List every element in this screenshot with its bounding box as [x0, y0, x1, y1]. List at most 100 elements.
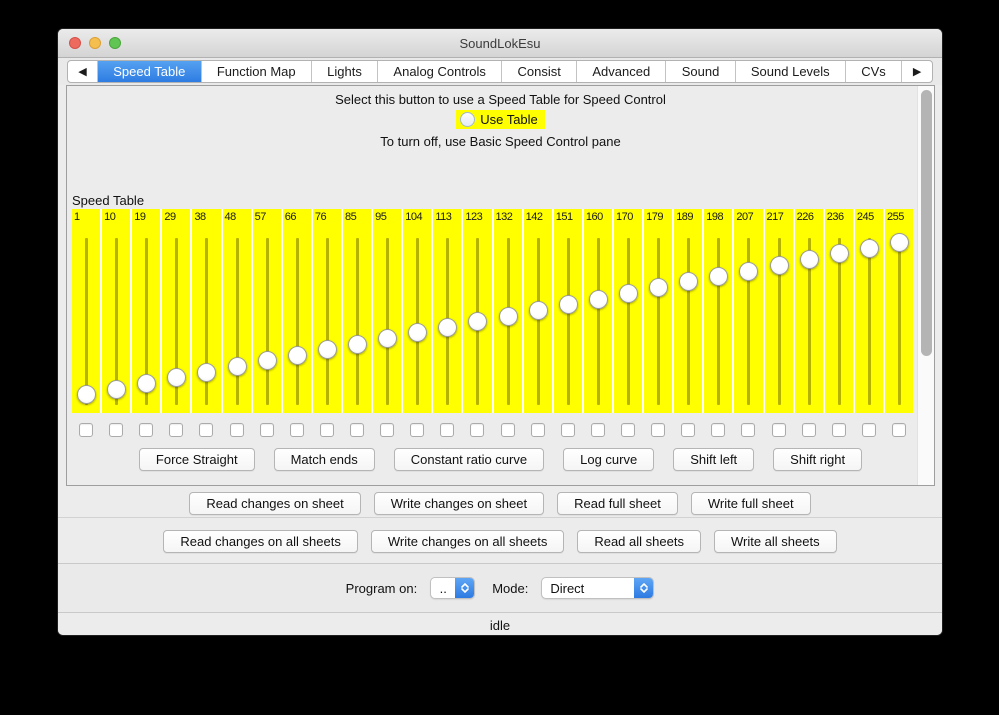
speed-point-checkbox[interactable]	[289, 423, 304, 437]
speed-point-checkbox[interactable]	[79, 423, 94, 437]
close-button[interactable]	[69, 37, 81, 49]
zoom-button[interactable]	[109, 37, 121, 49]
slider-knob[interactable]	[890, 233, 909, 252]
tab-function-map[interactable]: Function Map	[202, 61, 312, 82]
slider-knob[interactable]	[348, 335, 368, 354]
speed-point-checkbox[interactable]	[319, 423, 334, 437]
speed-point-checkbox[interactable]	[892, 423, 906, 437]
slider-knob[interactable]	[197, 363, 217, 382]
slider-knob[interactable]	[829, 244, 849, 263]
use-table-radio[interactable]	[460, 112, 476, 127]
slider-knob[interactable]	[649, 278, 669, 297]
speed-point-checkbox[interactable]	[681, 423, 696, 437]
slider-knob[interactable]	[77, 385, 97, 404]
shift-left-button[interactable]: Shift left	[673, 448, 755, 471]
write-changes-on-all-sheets-button[interactable]: Write changes on all sheets	[370, 529, 565, 553]
slider-knob[interactable]	[287, 346, 307, 365]
speed-point-checkbox[interactable]	[500, 423, 515, 437]
tab-cvs[interactable]: CVs	[846, 61, 903, 82]
speed-point-checkbox[interactable]	[199, 423, 214, 437]
speed-point-checkbox[interactable]	[801, 423, 816, 437]
vertical-scrollbar[interactable]	[917, 86, 934, 485]
slider-knob[interactable]	[137, 374, 157, 393]
speed-slider-column: 48	[222, 209, 251, 413]
match-ends-button[interactable]: Match ends	[273, 448, 375, 471]
slider-value-label: 170	[615, 211, 633, 223]
slider-knob[interactable]	[378, 329, 398, 348]
program-on-select[interactable]: ..	[430, 577, 476, 599]
write-full-sheet-button[interactable]: Write full sheet	[690, 491, 811, 515]
tab-lights[interactable]: Lights	[312, 61, 379, 82]
slider-knob[interactable]	[619, 284, 639, 303]
slider-value-label: 236	[826, 211, 844, 223]
tab-advanced[interactable]: Advanced	[577, 61, 667, 82]
slider-knob[interactable]	[769, 256, 789, 275]
read-changes-on-all-sheets-button[interactable]: Read changes on all sheets	[163, 529, 358, 553]
speed-point-checkbox[interactable]	[440, 423, 455, 437]
force-straight-button[interactable]: Force Straight	[138, 448, 255, 471]
speed-point-checkbox[interactable]	[139, 423, 154, 437]
speed-point-checkbox[interactable]	[109, 423, 124, 437]
speed-point-checkbox[interactable]	[229, 423, 244, 437]
slider-knob[interactable]	[438, 318, 458, 337]
instruction-top: Select this button to use a Speed Table …	[335, 92, 666, 107]
tab-sound-levels[interactable]: Sound Levels	[736, 61, 846, 82]
slider-knob[interactable]	[739, 262, 759, 281]
slider-knob[interactable]	[528, 301, 548, 320]
slider-knob[interactable]	[859, 239, 879, 258]
speed-point-checkbox[interactable]	[861, 423, 876, 437]
speed-slider-column: 57	[252, 209, 281, 413]
speed-point-checkbox[interactable]	[530, 423, 545, 437]
slider-value-label: 10	[104, 211, 116, 223]
tab-speed-table[interactable]: Speed Table	[98, 61, 202, 82]
shift-right-button[interactable]: Shift right	[773, 448, 863, 471]
speed-point-checkbox[interactable]	[380, 423, 395, 437]
speed-point-checkbox[interactable]	[831, 423, 846, 437]
speed-point-checkbox[interactable]	[410, 423, 425, 437]
slider-knob[interactable]	[257, 351, 277, 370]
checkbox-cell	[313, 419, 341, 441]
speed-point-checkbox[interactable]	[651, 423, 666, 437]
minimize-button[interactable]	[89, 37, 101, 49]
slider-value-label: 66	[284, 211, 297, 223]
slider-knob[interactable]	[709, 267, 729, 286]
tab-analog-controls[interactable]: Analog Controls	[378, 61, 503, 82]
write-all-sheets-button[interactable]: Write all sheets	[713, 529, 837, 553]
slider-knob[interactable]	[799, 250, 819, 269]
slider-knob[interactable]	[317, 340, 337, 359]
tab-scroll-right-icon[interactable]: ▶	[912, 66, 922, 78]
speed-point-checkbox[interactable]	[590, 423, 605, 437]
tab-sound[interactable]: Sound	[666, 61, 736, 82]
slider-knob[interactable]	[167, 368, 187, 387]
read-all-sheets-button[interactable]: Read all sheets	[577, 529, 701, 553]
constant-ratio-curve-button[interactable]: Constant ratio curve	[393, 448, 545, 471]
slider-knob[interactable]	[468, 312, 488, 331]
log-curve-button[interactable]: Log curve	[563, 448, 655, 471]
slider-knob[interactable]	[107, 380, 127, 399]
speed-point-checkbox[interactable]	[741, 423, 756, 437]
slider-knob[interactable]	[588, 290, 608, 309]
speed-point-checkbox[interactable]	[470, 423, 485, 437]
read-changes-on-sheet-button[interactable]: Read changes on sheet	[189, 491, 361, 515]
speed-point-checkbox[interactable]	[621, 423, 636, 437]
speed-point-checkbox[interactable]	[259, 423, 274, 437]
slider-knob[interactable]	[679, 272, 699, 291]
mode-select[interactable]: Direct	[541, 577, 655, 599]
checkbox-cell	[704, 419, 732, 441]
slider-track	[596, 238, 600, 405]
scrollbar-thumb[interactable]	[921, 90, 932, 356]
speed-point-checkbox[interactable]	[169, 423, 184, 437]
speed-point-checkbox[interactable]	[560, 423, 575, 437]
slider-knob[interactable]	[408, 323, 428, 342]
slider-knob[interactable]	[498, 307, 518, 326]
slider-knob[interactable]	[558, 295, 578, 314]
tab-scroll-left-icon[interactable]: ◀	[68, 61, 98, 82]
speed-point-checkbox[interactable]	[711, 423, 726, 437]
read-full-sheet-button[interactable]: Read full sheet	[557, 491, 678, 515]
write-changes-on-sheet-button[interactable]: Write changes on sheet	[373, 491, 545, 515]
checkbox-cell	[584, 419, 612, 441]
slider-knob[interactable]	[227, 357, 247, 376]
speed-point-checkbox[interactable]	[350, 423, 365, 437]
tab-consist[interactable]: Consist	[502, 61, 578, 82]
speed-point-checkbox[interactable]	[771, 423, 786, 437]
